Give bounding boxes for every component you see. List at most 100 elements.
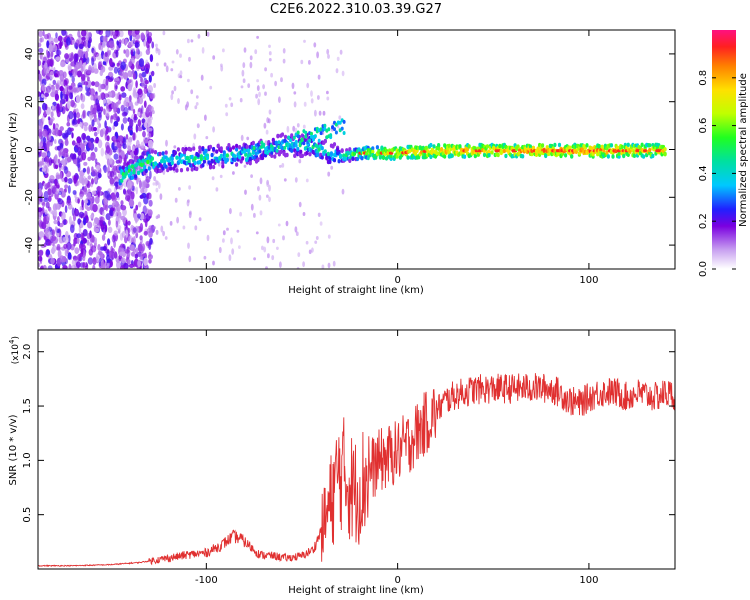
heatmap-cell [221,164,225,169]
heatmap-cell [115,191,120,198]
heatmap-cell [626,142,630,147]
heatmap-cell [317,138,321,143]
heatmap-cell [64,85,68,93]
heatmap-cell [55,56,61,61]
heatmap-cell [485,144,490,149]
heatmap-cell [228,147,232,153]
heatmap-cell [256,35,259,39]
heatmap-cell [59,171,63,180]
heatmap-cell [157,182,161,190]
heatmap-cell [342,131,346,135]
heatmap-cell [123,188,126,195]
heatmap-cell [293,91,297,95]
heatmap-cell [57,158,61,164]
heatmap-cell [62,71,67,79]
heatmap-cell [83,161,88,166]
snr-line-area [38,373,675,568]
heatmap-cell [329,133,333,138]
heatmap-cell [43,110,47,117]
heatmap-cell [60,61,66,68]
heatmap-cell [44,229,51,238]
heatmap-cell [238,145,242,150]
heatmap-cell [188,255,192,263]
heatmap-cell [274,80,277,87]
heatmap-cell [188,211,192,219]
heatmap-cell [46,150,51,158]
heatmap-cell [193,160,197,166]
heatmap-cell [177,98,180,104]
heatmap-cell [38,70,41,75]
heatmap-cell [67,234,71,244]
heatmap-cell [308,138,312,143]
heatmap-cell [90,151,96,161]
heatmap-cell [44,92,49,98]
heatmap-cell [90,245,97,253]
heatmap-cell [56,103,60,112]
heatmap-cell [642,154,646,159]
heatmap-cell [77,87,83,92]
heatmap-cell [320,155,324,160]
x-tick-label: 0 [394,275,400,286]
heatmap-cell [61,30,66,36]
heatmap-cell [337,159,341,164]
heatmap-cell [570,154,574,159]
heatmap-cell [87,31,92,38]
heatmap-cell [195,166,199,172]
heatmap-cell [272,238,276,244]
heatmap-cell [300,153,304,158]
heatmap-cell [94,94,98,100]
heatmap-cell [133,208,137,214]
heatmap-cell [340,148,344,153]
heatmap-cell [282,235,285,241]
heatmap-cell [46,213,50,222]
heatmap-cell [147,209,153,217]
heatmap-cell [295,231,299,236]
heatmap-cell [253,257,256,261]
heatmap-cell [54,139,57,144]
heatmap-cell [38,106,42,116]
heatmap-cell [56,80,61,85]
heatmap-cell [128,235,134,244]
x-tick-label: 100 [579,575,598,586]
heatmap-cell [144,79,149,85]
heatmap-cell [112,135,117,141]
colorbar-label: Normalized spectral amplitude [738,73,749,227]
heatmap-cell [132,227,137,233]
heatmap-cell [226,227,229,231]
heatmap-cell [74,247,80,255]
heatmap-cell [89,88,96,96]
heatmap-cell [315,236,319,240]
heatmap-cell [196,153,200,158]
heatmap-cell [87,40,91,49]
heatmap-cell [283,145,287,150]
y-tick-label: 0.5 [22,507,33,523]
heatmap-cell [249,61,253,69]
y-tick-label: 1.0 [22,452,33,468]
heatmap-cell [632,153,637,158]
heatmap-cell [322,110,326,116]
heatmap-cell [48,43,53,53]
heatmap-cell [135,123,139,133]
heatmap-cell [71,132,74,139]
heatmap-cell [199,154,203,159]
heatmap-cell [122,142,125,149]
heatmap-cell [82,110,86,119]
heatmap-cell [77,49,82,58]
heatmap-cell [59,40,62,50]
heatmap-cell [101,127,106,134]
heatmap-cell [335,68,339,74]
heatmap-cell [266,236,270,244]
heatmap-cell [247,148,251,153]
heatmap-cell [55,174,61,180]
heatmap-cell [112,210,118,217]
heatmap-cell [198,145,202,150]
heatmap-cell [105,30,111,38]
heatmap-cell [153,226,157,230]
heatmap-cell [49,209,54,214]
heatmap-cell [92,264,96,269]
heatmap-cell [128,60,133,67]
heatmap-cell [120,61,126,70]
heatmap-cell [151,41,155,49]
heatmap-cell [40,265,44,269]
heatmap-cell [38,249,44,257]
